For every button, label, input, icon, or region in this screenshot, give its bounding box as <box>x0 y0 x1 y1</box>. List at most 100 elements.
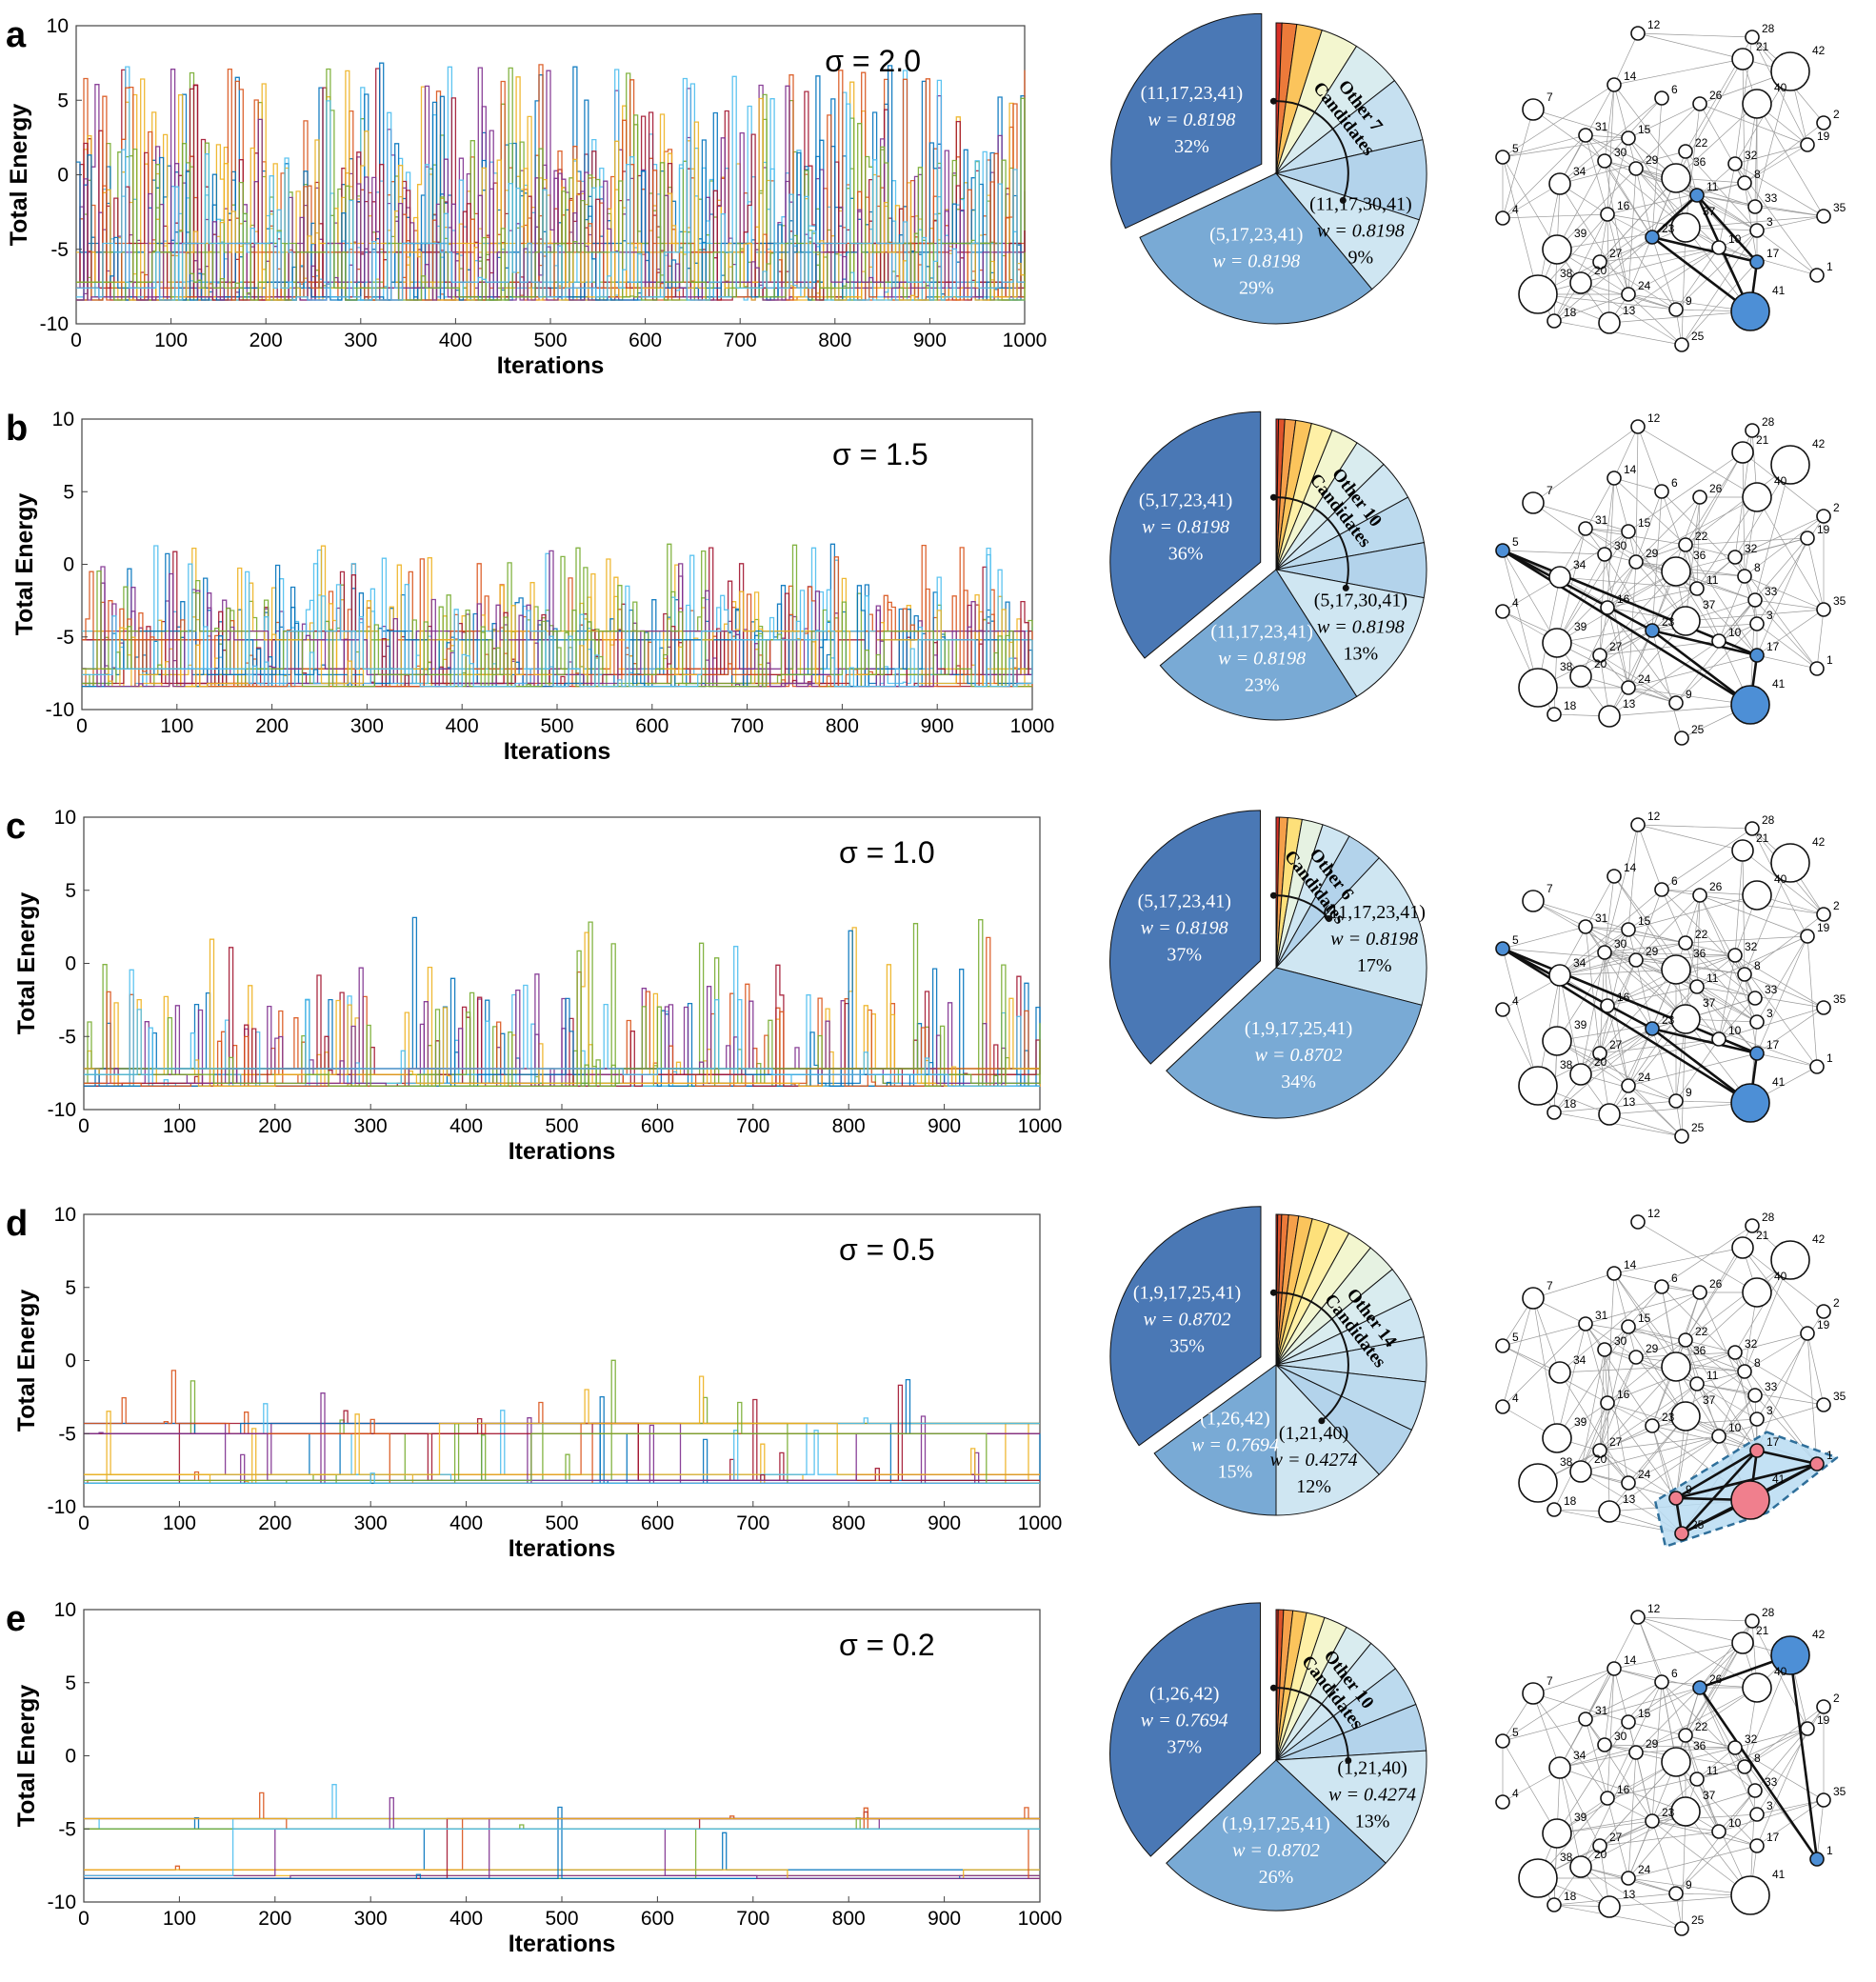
network-edge <box>1685 496 1701 622</box>
network-node <box>1661 1747 1691 1777</box>
network-edge <box>1532 1272 1615 1299</box>
sigma-label: σ = 1.5 <box>832 437 928 471</box>
pie-slice-weight: w = 0.8702 <box>1144 1309 1231 1330</box>
network-node <box>1645 1418 1660 1433</box>
node-label: 41 <box>1772 677 1786 691</box>
network-node <box>1578 1316 1593 1331</box>
pie-slice-label: (1,9,17,25,41) <box>1222 1813 1329 1834</box>
y-tick-label: 0 <box>65 1351 76 1372</box>
arrow-tail <box>1269 1684 1277 1692</box>
network-edge <box>1651 1778 1698 1822</box>
network-edge <box>1613 477 1629 532</box>
network-edge <box>1685 1339 1698 1385</box>
node-label: 38 <box>1560 1455 1573 1469</box>
network-edge <box>1556 1761 1677 1834</box>
network-edge <box>1627 1820 1653 1879</box>
network-edge <box>1502 926 1587 950</box>
network-edge <box>1806 537 1825 611</box>
network-edge <box>1635 894 1701 961</box>
network-node <box>1800 137 1815 152</box>
node-label: 25 <box>1691 330 1705 343</box>
node-label: 8 <box>1754 1356 1761 1370</box>
network-node <box>1597 1737 1612 1752</box>
node-label: 42 <box>1812 1232 1826 1246</box>
panel-c: c 0 100 200 300 400 500 600 700 800 900 1000 -10 -5 0 5… <box>6 807 1846 1165</box>
network-edge <box>1627 1752 1637 1879</box>
network-edge <box>1635 1339 1686 1358</box>
network-edge <box>1635 1747 1736 1753</box>
node-label: 17 <box>1766 247 1780 260</box>
candidate-pie: (5,17,23,41)w = 0.819836%(11,17,23,41)w … <box>1109 410 1427 721</box>
node-label: 7 <box>1547 1674 1553 1688</box>
node-label: 32 <box>1745 1337 1758 1351</box>
panel-b: b 0 100 200 300 400 500 600 700 800 900 1000 -10 -5 0 5… <box>6 409 1846 765</box>
network-edge <box>1532 426 1639 504</box>
network-node <box>1674 1129 1689 1144</box>
network-edge <box>1627 1877 1751 1896</box>
network-edge <box>1502 134 1587 158</box>
y-tick-label: -5 <box>58 1026 76 1048</box>
network-edge <box>1637 1616 1753 1622</box>
node-label: 18 <box>1564 1890 1577 1903</box>
node-label: 36 <box>1693 1739 1706 1752</box>
network-edge <box>1744 575 1825 611</box>
network-edge <box>1608 1415 1686 1512</box>
network-node <box>1674 731 1689 746</box>
node-label: 11 <box>1706 1764 1719 1777</box>
energy-traces <box>84 1359 1041 1485</box>
network-node <box>1742 1277 1772 1308</box>
pie-slice-weight: w = 0.8198 <box>1142 516 1229 537</box>
network-edge <box>1734 144 1808 165</box>
network-edge <box>1532 1668 1615 1694</box>
network-node <box>1689 1376 1705 1391</box>
network-node <box>1737 1364 1752 1379</box>
pie-slice-third <box>1275 1363 1380 1516</box>
network-edge <box>1675 571 1758 656</box>
node-label: 4 <box>1512 1787 1519 1800</box>
node-label: 2 <box>1833 1692 1840 1705</box>
network-edge <box>1608 1894 1751 1908</box>
network-edge <box>1651 1820 1751 1896</box>
x-axis-title: Iterations <box>497 352 605 379</box>
network-node <box>1747 1783 1763 1798</box>
network-edge <box>1751 828 1808 937</box>
node-label: 24 <box>1638 1468 1651 1481</box>
network-node <box>1747 1388 1763 1403</box>
node-label: 19 <box>1817 130 1830 143</box>
x-axis-title: Iterations <box>509 1931 616 1957</box>
y-tick-label: 0 <box>57 165 69 187</box>
network-edge <box>1604 160 1686 229</box>
y-tick-label: 10 <box>54 1204 76 1226</box>
network-edge <box>1599 261 1677 310</box>
network-edge <box>1756 230 1818 276</box>
node-label: 27 <box>1609 247 1623 260</box>
network-node <box>1816 1699 1831 1714</box>
network-edge <box>1685 1642 1744 1736</box>
network-edge <box>1635 1687 1758 1753</box>
network-edge <box>1599 959 1637 1054</box>
network-node <box>1578 1712 1593 1727</box>
network-node <box>1745 1613 1760 1629</box>
network-edge <box>1580 1349 1606 1472</box>
network-edge <box>1685 103 1701 229</box>
network-node <box>1495 1399 1510 1414</box>
node-label: 27 <box>1609 1038 1623 1051</box>
pie-slice-percent: 17% <box>1357 955 1392 976</box>
network-node <box>1607 470 1622 486</box>
node-label: 37 <box>1703 1393 1716 1407</box>
node-label: 24 <box>1638 1071 1651 1084</box>
network-node <box>1542 628 1572 658</box>
network-node <box>1522 491 1545 514</box>
node-label: 7 <box>1547 882 1553 895</box>
node-label: 26 <box>1709 1672 1723 1686</box>
x-tick-label: 900 <box>928 1115 961 1137</box>
network-edge <box>1532 1692 1629 1723</box>
node-label: 10 <box>1728 1816 1742 1830</box>
y-tick-label: 0 <box>63 554 74 576</box>
node-label: 36 <box>1693 549 1706 562</box>
network-edge <box>1604 84 1615 162</box>
network-edge <box>1585 1718 1653 1822</box>
pie-slice-label: (1,9,17,25,41) <box>1133 1282 1241 1303</box>
x-tick-label: 700 <box>736 1115 769 1137</box>
network-node <box>1569 271 1592 294</box>
